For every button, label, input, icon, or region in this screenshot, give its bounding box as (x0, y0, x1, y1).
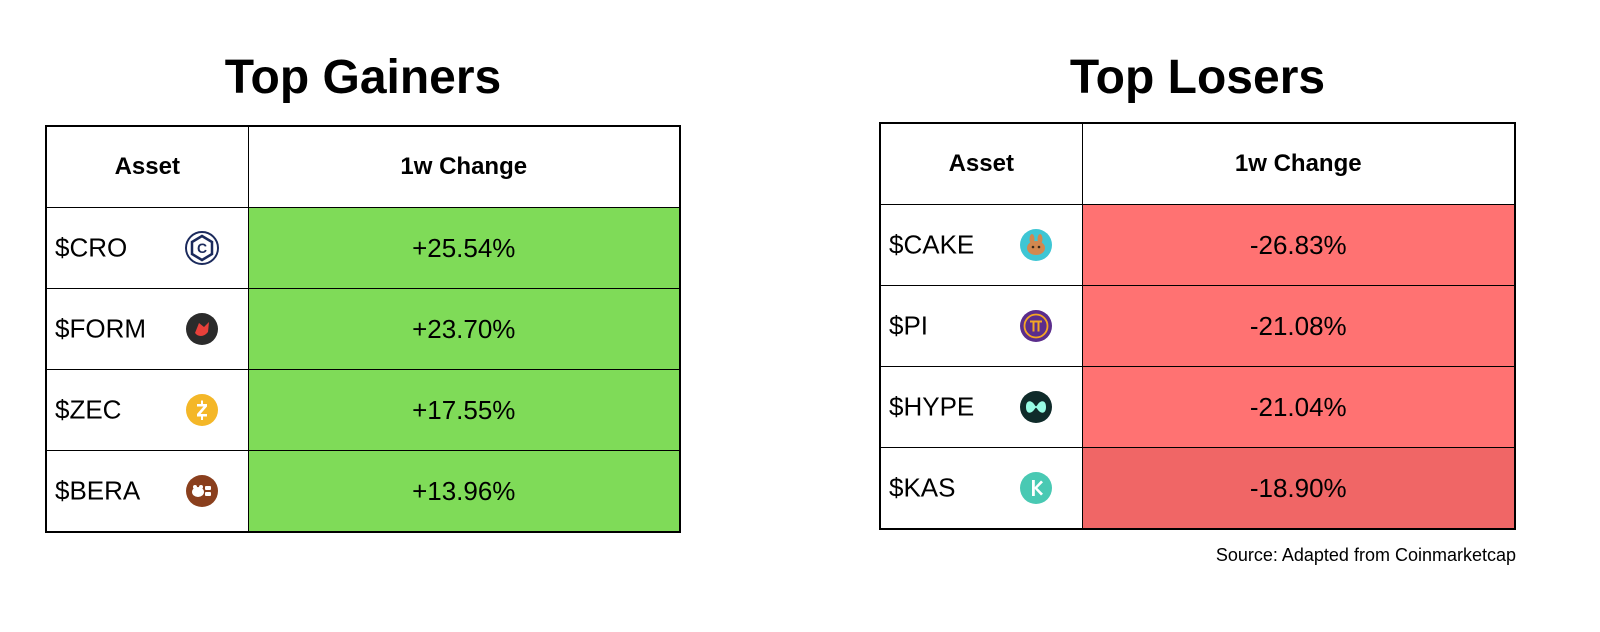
table-row: $PI -21.08% (879, 285, 1516, 367)
change-cell: +23.70% (247, 288, 681, 370)
cro-coin-icon: C (185, 231, 219, 265)
asset-cell: $HYPE (879, 366, 1083, 448)
asset-cell: $FORM (45, 288, 249, 370)
bera-coin-icon (185, 474, 219, 508)
asset-cell: $KAS (879, 447, 1083, 530)
cake-coin-icon (1019, 228, 1053, 262)
asset-cell: $CRO C (45, 207, 249, 289)
change-column-header: 1w Change (247, 125, 681, 208)
losers-title: Top Losers (1069, 51, 1326, 104)
asset-cell: $ZEC (45, 369, 249, 451)
hype-coin-icon (1019, 390, 1053, 424)
change-column-header: 1w Change (1081, 122, 1516, 205)
asset-cell: $CAKE (879, 204, 1083, 286)
table-row: $CAKE -26.83% (879, 204, 1516, 286)
gainers-table: Asset 1w Change $CRO C +25.54% (45, 125, 681, 533)
change-cell: -21.04% (1081, 366, 1516, 448)
table-row: $KAS -18.90% (879, 447, 1516, 530)
top-losers-panel: Top Losers Asset 1w Change $CAKE (879, 48, 1516, 530)
table-row: $HYPE -21.04% (879, 366, 1516, 448)
asset-symbol: $BERA (55, 475, 141, 506)
gainers-header-row: Asset 1w Change (45, 125, 681, 208)
form-coin-icon (185, 312, 219, 346)
losers-table: Asset 1w Change $CAKE (879, 122, 1516, 530)
asset-cell: $PI (879, 285, 1083, 367)
change-cell: -26.83% (1081, 204, 1516, 286)
change-cell: +25.54% (247, 207, 681, 289)
top-gainers-panel: Top Gainers Asset 1w Change $CRO C (45, 48, 681, 533)
change-cell: +17.55% (247, 369, 681, 451)
source-note: Source: Adapted from Coinmarketcap (1215, 545, 1516, 565)
asset-symbol: $HYPE (889, 391, 975, 422)
asset-symbol: $PI (889, 310, 929, 341)
asset-symbol: $CAKE (889, 229, 975, 260)
gainers-title: Top Gainers (224, 51, 502, 104)
table-row: $CRO C +25.54% (45, 207, 681, 289)
asset-symbol: $CRO (55, 232, 128, 263)
zec-coin-icon (185, 393, 219, 427)
change-cell: -18.90% (1081, 447, 1516, 530)
asset-column-header: Asset (45, 125, 249, 208)
svg-text:C: C (197, 240, 207, 256)
pi-coin-icon (1019, 309, 1053, 343)
losers-header-row: Asset 1w Change (879, 122, 1516, 205)
table-row: $ZEC +17.55% (45, 369, 681, 451)
table-row: $BERA +13.96% (45, 450, 681, 533)
asset-symbol: $ZEC (55, 394, 122, 425)
table-row: $FORM +23.70% (45, 288, 681, 370)
asset-column-header: Asset (879, 122, 1083, 205)
change-cell: +13.96% (247, 450, 681, 533)
change-cell: -21.08% (1081, 285, 1516, 367)
kas-coin-icon (1019, 471, 1053, 505)
asset-symbol: $KAS (889, 472, 956, 503)
asset-symbol: $FORM (55, 313, 146, 344)
asset-cell: $BERA (45, 450, 249, 533)
